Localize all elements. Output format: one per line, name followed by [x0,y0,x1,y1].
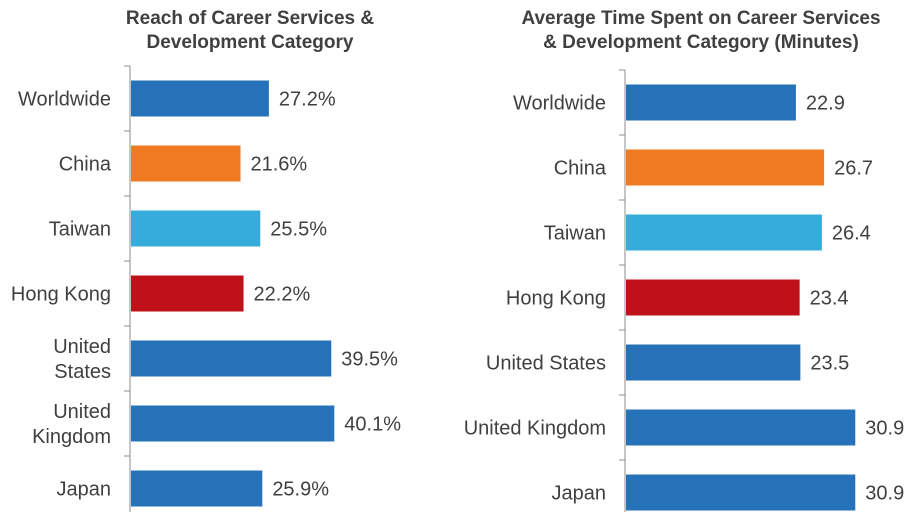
chart-1-data-label: 25.9% [272,479,329,501]
chart-2-bar-united-states [626,344,801,381]
chart-2-bar-taiwan [626,214,822,251]
chart-1-data-label: 40.1% [344,414,401,436]
chart-2-category-label: United States [486,353,606,375]
chart-2-bar-japan [626,474,856,511]
chart-2-title-line: Average Time Spent on Career Services [521,8,880,29]
chart-1-category-label: Worldwide [18,89,111,111]
chart-1-data-label: 21.6% [251,154,308,176]
chart-2-category-label: Japan [552,483,607,505]
chart-1-data-label: 39.5% [341,349,398,371]
chart-1-category-label: China [59,154,112,176]
chart-1-bar-worldwide [131,80,269,117]
chart-1-category-label: Taiwan [49,219,111,241]
chart-1-bar-united-kingdom [131,405,335,442]
chart-2-data-label: 26.7 [834,158,873,180]
chart-1-bar-china [131,145,241,182]
chart-2-data-label: 22.9 [806,93,845,115]
chart-2-data-label: 23.4 [810,288,849,310]
chart-1-category-label: States [54,361,111,383]
chart-1-bar-united-states [131,340,332,377]
chart-1-bar-hong-kong [131,275,244,312]
chart-1-category-label: United [53,401,111,423]
chart-2-bar-hong-kong [626,279,800,316]
chart-1-data-label: 27.2% [279,89,336,111]
chart-1-category-label: Japan [57,479,112,501]
chart-1-bar-japan [131,470,263,507]
chart-2-category-label: Worldwide [513,93,606,115]
chart-2-data-label: 30.9 [865,418,904,440]
chart-2-category-label: United Kingdom [464,418,606,440]
chart-1-bar-taiwan [131,210,261,247]
chart-1-category-label: Hong Kong [11,284,111,306]
chart-1-title-line: Reach of Career Services & [126,8,374,29]
chart-1-data-label: 22.2% [254,284,311,306]
chart-2-bar-china [626,149,825,186]
chart-1-data-label: 25.5% [270,219,327,241]
chart-2-category-label: China [554,158,607,180]
chart-1-title-line: Development Category [147,32,354,53]
chart-2-data-label: 30.9 [865,483,904,505]
chart-2-bar-united-kingdom [626,409,856,446]
chart-2-category-label: Hong Kong [506,288,606,310]
chart-2-data-label: 26.4 [832,223,871,245]
chart-2-title-line: & Development Category (Minutes) [543,32,859,53]
chart-1-category-label: Kingdom [32,426,111,448]
chart-2-bar-worldwide [626,84,796,121]
chart-1-category-label: United [53,336,111,358]
chart-2-category-label: Taiwan [544,223,606,245]
chart-2-data-label: 23.5 [810,353,849,375]
